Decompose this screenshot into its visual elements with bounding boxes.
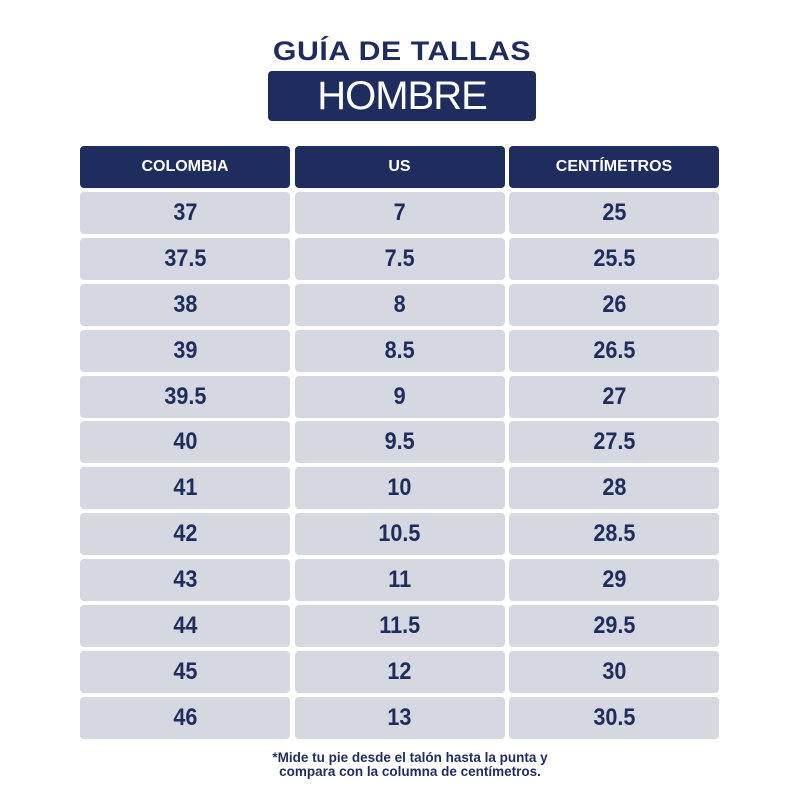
table-cell: 11.5 <box>294 605 505 648</box>
cell-value: 10.5 <box>378 520 421 548</box>
cell-value: 27.5 <box>592 428 636 456</box>
cell-value: 13 <box>387 703 412 731</box>
cell-value: 44 <box>172 612 198 640</box>
table-cell: 10 <box>294 467 505 510</box>
cell-value: 30 <box>601 657 627 685</box>
cell-value: 29 <box>601 566 627 594</box>
cell-value: 40 <box>172 428 198 456</box>
table-cell: 25 <box>509 192 719 234</box>
table-cell: 29.5 <box>509 605 719 648</box>
column-header: CENTÍMETROS <box>509 146 719 188</box>
table-cell: 27.5 <box>509 421 719 464</box>
category-badge: HOMBRE <box>268 71 536 121</box>
table-cell: 28 <box>509 467 719 510</box>
cell-value: 43 <box>172 566 198 594</box>
table-cell: 11 <box>294 559 505 602</box>
footnote-line-2: compara con la columna de centímetros. <box>279 764 541 779</box>
table-cell: 7 <box>294 192 505 234</box>
cell-value: 42 <box>172 520 198 548</box>
table-cell: 42 <box>80 513 290 556</box>
cell-value: 8 <box>393 290 406 318</box>
table-cell: 27 <box>509 375 719 418</box>
cell-value: 46 <box>172 703 198 731</box>
cell-value: 9 <box>393 382 406 410</box>
table-cell: 39 <box>80 329 290 372</box>
cell-value: 28.5 <box>592 520 636 548</box>
footnote: *Mide tu pie desde el talón hasta la pun… <box>0 751 800 779</box>
table-cell: 39.5 <box>80 375 290 418</box>
table-cell: 7.5 <box>294 237 505 280</box>
table-cell: 25.5 <box>509 237 719 280</box>
cell-value: 12 <box>387 657 412 685</box>
cell-value: 7 <box>393 199 406 226</box>
table-cell: 13 <box>294 696 505 739</box>
column-header: COLOMBIA <box>80 146 290 188</box>
cell-value: 11 <box>388 566 411 594</box>
cell-value: 26.5 <box>592 336 636 364</box>
table-cell: 28.5 <box>509 513 719 556</box>
table-cell: 43 <box>80 559 290 602</box>
cell-value: 45 <box>172 657 198 685</box>
page-title: GUÍA DE TALLAS <box>272 36 532 66</box>
table-cell: 26.5 <box>509 329 719 372</box>
cell-value: 38 <box>172 290 198 318</box>
table-cell: 12 <box>294 650 505 693</box>
table-cell: 9 <box>294 375 505 418</box>
table-cell: 30.5 <box>509 696 719 739</box>
table-cell: 37 <box>80 192 290 234</box>
table-cell: 45 <box>80 650 290 693</box>
cell-value: 8.5 <box>384 336 415 364</box>
table-cell: 46 <box>80 696 290 739</box>
cell-value: 41 <box>172 474 198 502</box>
table-cell: 26 <box>509 283 719 326</box>
table-cell: 10.5 <box>294 513 505 556</box>
cell-value: 26 <box>601 290 627 318</box>
cell-value: 30.5 <box>592 703 636 731</box>
table-cell: 29 <box>509 559 719 602</box>
cell-value: 9.5 <box>384 428 415 456</box>
table-cell: 44 <box>80 605 290 648</box>
table-cell: 41 <box>80 467 290 510</box>
table-cell: 8.5 <box>294 329 505 372</box>
cell-value: 25 <box>601 199 627 226</box>
cell-value: 28 <box>601 474 627 502</box>
cell-value: 39 <box>172 336 198 364</box>
size-table: COLOMBIA US CENTÍMETROS 37 7 25 37.5 7.5 25.5 38 8… <box>80 146 719 743</box>
table-cell: 40 <box>80 421 290 464</box>
cell-value: 37 <box>172 199 198 226</box>
footnote-line-1: *Mide tu pie desde el talón hasta la pun… <box>272 750 548 765</box>
table-cell: 9.5 <box>294 421 505 464</box>
cell-value: 7.5 <box>384 244 415 272</box>
cell-value: 11.5 <box>379 612 420 640</box>
table-cell: 37.5 <box>80 237 290 280</box>
table-cell: 8 <box>294 283 505 326</box>
cell-value: 29.5 <box>592 612 636 640</box>
cell-value: 27 <box>601 382 627 410</box>
cell-value: 10 <box>387 474 412 502</box>
cell-value: 37.5 <box>163 244 207 272</box>
column-header: US <box>294 146 505 188</box>
table-cell: 30 <box>509 650 719 693</box>
cell-value: 25.5 <box>592 244 636 272</box>
table-cell: 38 <box>80 283 290 326</box>
cell-value: 39.5 <box>163 382 207 410</box>
